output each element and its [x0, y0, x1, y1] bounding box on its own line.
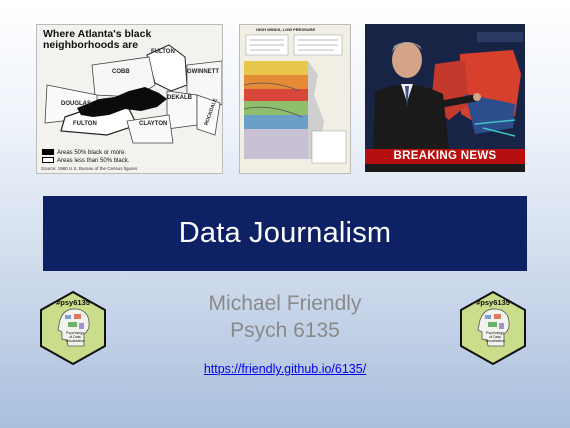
- badge-caption: of Data: [489, 335, 500, 339]
- county-label: GWINNETT: [187, 69, 219, 75]
- news-drawing: [365, 24, 525, 149]
- badge-hashtag: #psy6135: [476, 298, 510, 307]
- course-link[interactable]: https://friendly.github.io/6135/: [203, 362, 367, 376]
- badge-caption: Psychology: [66, 331, 84, 335]
- course-name: Psych 6135: [230, 319, 340, 342]
- county-label: CLAYTON: [139, 121, 168, 127]
- breaking-news-label: BREAKING NEWS: [365, 149, 525, 164]
- badge-hashtag: #psy6135: [56, 298, 90, 307]
- legend-item: Areas 50% black or more.: [57, 150, 127, 156]
- badge-caption: Psychology: [486, 331, 504, 335]
- map-legend: Areas 50% black or more. Areas less than…: [42, 149, 129, 165]
- legend-item: Areas less than 50% black.: [57, 158, 130, 164]
- county-label: DEKALB: [167, 95, 192, 101]
- slide-title: Data Journalism: [178, 217, 392, 249]
- atlanta-map-image: Where Atlanta's black neighborhoods are …: [36, 24, 223, 174]
- county-label: FULTON: [73, 121, 97, 127]
- county-label: DOUGLAS: [61, 101, 91, 107]
- psy6135-hex-badge: #psy6135 Psychology of Data Visualizatio…: [458, 290, 528, 366]
- badge-caption: of Data: [69, 335, 80, 339]
- weather-drawing: [243, 34, 347, 164]
- map-source: Source: 1980 U.S. Bureau of the Census f…: [41, 166, 138, 171]
- author-block: Michael Friendly Psych 6135: [0, 290, 570, 344]
- weather-map-image: HIGH WINDS, LOW PRESSURE: [239, 24, 351, 174]
- map-drawing: [44, 44, 222, 144]
- badge-caption: Visualization: [65, 339, 85, 343]
- map-title: Where Atlanta's black neighborhoods are: [43, 28, 152, 51]
- county-label: COBB: [112, 69, 130, 75]
- breaking-news-image: BREAKING NEWS: [365, 24, 525, 172]
- psy6135-hex-badge: #psy6135 Psychology of Data Visualizatio…: [38, 290, 108, 366]
- news-ticker: [365, 164, 525, 172]
- county-label: FULTON: [151, 49, 175, 55]
- title-banner: Data Journalism: [43, 196, 527, 271]
- author-name: Michael Friendly: [208, 292, 362, 315]
- weather-headline: HIGH WINDS, LOW PRESSURE: [256, 27, 316, 32]
- badge-caption: Visualization: [485, 339, 505, 343]
